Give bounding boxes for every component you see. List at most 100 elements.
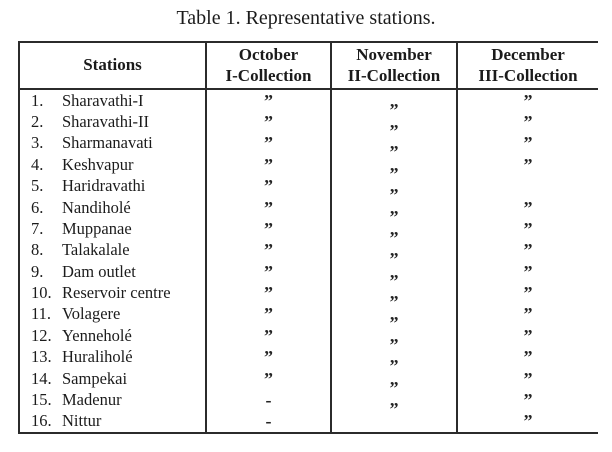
november-value-cell: ” xyxy=(332,111,458,140)
november-ditto-mark: ” xyxy=(389,227,399,248)
november-value-cell: ” xyxy=(332,367,458,397)
station-name: Nandiholé xyxy=(62,197,131,217)
station-cell: 7. Muppanae xyxy=(20,218,207,240)
october-ditto-mark: ” xyxy=(264,347,273,368)
october-value-cell: ” xyxy=(207,303,332,326)
station-number: 9. xyxy=(31,261,44,281)
december-value-cell xyxy=(458,176,598,197)
november-value-cell: ” xyxy=(332,154,458,183)
station-name: Nittur xyxy=(62,411,102,431)
station-number: 5. xyxy=(31,176,44,196)
station-name: Reservoir centre xyxy=(62,283,171,303)
november-value-cell: ” xyxy=(332,261,458,290)
october-value-cell: ” xyxy=(207,90,332,112)
table-row: 16. Nittur - ” xyxy=(20,410,598,432)
december-value-cell: ” xyxy=(458,411,598,432)
december-ditto-mark: ” xyxy=(523,112,533,133)
december-ditto-mark: ” xyxy=(523,90,533,111)
station-cell: 12. Yenneholé xyxy=(20,325,207,347)
december-ditto-mark: ” xyxy=(523,389,533,410)
december-ditto-mark: ” xyxy=(523,325,533,346)
november-ditto-mark: ” xyxy=(389,163,399,184)
november-value-cell: ” xyxy=(332,346,458,375)
october-value-cell: ” xyxy=(207,154,332,176)
station-name: Madenur xyxy=(62,389,122,409)
table-body: 1. Sharavathi-I””” 2. Sharavathi-II””” 3. Sha… xyxy=(20,90,598,432)
table-row: 1. Sharavathi-I ” ” ” xyxy=(20,90,598,119)
column-header-collection: III-Collection xyxy=(478,65,578,85)
station-cell: 1. Sharavathi-I xyxy=(20,90,207,112)
october-ditto-mark: ” xyxy=(264,133,273,154)
december-value-cell: ” xyxy=(458,240,598,261)
november-ditto-mark: ” xyxy=(389,99,399,120)
station-number: 4. xyxy=(31,154,44,174)
october-ditto-mark: ” xyxy=(264,90,273,111)
december-ditto-mark: ” xyxy=(523,154,533,175)
december-value-cell: ” xyxy=(458,261,598,282)
december-value-cell: ” xyxy=(458,389,598,410)
column-header-december: December III-Collection xyxy=(458,43,598,88)
december-value-cell: ” xyxy=(458,347,598,368)
station-number: 11. xyxy=(31,304,52,324)
station-cell: 16. Nittur xyxy=(20,410,207,432)
table-row: 5. Haridravathi ” ” xyxy=(20,175,598,204)
table-row: 15. Madenur - ” ” xyxy=(20,389,598,418)
november-value-cell: ” xyxy=(332,196,458,226)
november-value-cell: ” xyxy=(332,132,458,161)
station-name: Volagere xyxy=(62,304,121,324)
column-header-november: November II-Collection xyxy=(332,43,458,88)
october-value-cell: ” xyxy=(207,282,332,304)
october-ditto-mark: ” xyxy=(264,112,273,133)
november-ditto-mark: ” xyxy=(389,334,399,355)
october-value-cell: ” xyxy=(207,175,332,197)
column-header-month: December xyxy=(491,44,565,64)
december-ditto-mark: ” xyxy=(523,197,533,218)
october-ditto-mark: ” xyxy=(264,304,273,325)
november-value-cell: ” xyxy=(332,282,458,311)
station-cell: 9. Dam outlet xyxy=(20,261,207,283)
stations-table: Stations October I-Collection November I… xyxy=(18,41,598,434)
station-number: 3. xyxy=(31,133,44,153)
november-value-cell: ” xyxy=(332,389,458,418)
station-cell: 15. Madenur xyxy=(20,389,207,411)
station-name: Yenneholé xyxy=(62,325,132,345)
december-ditto-mark: ” xyxy=(523,411,533,432)
table-row: 6. Nandiholé ” ” ” xyxy=(20,196,598,226)
table-row: 4. Keshvapur ” ” ” xyxy=(20,154,598,183)
table-row: 14. Sampekai ” ” ” xyxy=(20,367,598,397)
station-number: 8. xyxy=(31,240,44,260)
station-number: 13. xyxy=(31,347,52,367)
december-value-cell: ” xyxy=(458,282,598,303)
december-ditto-mark: ” xyxy=(523,347,533,368)
column-header-october: October I-Collection xyxy=(207,43,332,88)
december-ditto-mark: ” xyxy=(523,261,533,282)
station-cell: 10. Reservoir centre xyxy=(20,282,207,304)
december-ditto-mark: ” xyxy=(523,133,533,154)
december-value-cell: ” xyxy=(458,133,598,154)
table-header-row: Stations October I-Collection November I… xyxy=(20,43,598,90)
november-value-cell: ” xyxy=(332,90,458,119)
column-header-month: November xyxy=(356,44,432,64)
station-cell: 8. Talakalale xyxy=(20,239,207,261)
station-cell: 6. Nandiholé xyxy=(20,196,207,219)
october-value-cell: ” xyxy=(207,239,332,261)
december-ditto-mark: ” xyxy=(523,240,533,261)
table-row: 13. Huraliholé ” ” ” xyxy=(20,346,598,375)
october-value-cell: - xyxy=(207,389,332,411)
station-number: 14. xyxy=(31,368,52,388)
december-value-cell: ” xyxy=(458,218,598,239)
october-value-cell: ” xyxy=(207,346,332,368)
december-ditto-mark: ” xyxy=(523,368,533,389)
station-name: Sharavathi-II xyxy=(62,112,150,132)
station-name: Sampekai xyxy=(62,368,128,388)
november-value-cell: ” xyxy=(332,218,458,247)
table-row: 2. Sharavathi-II ” ” ” xyxy=(20,111,598,140)
station-number: 2. xyxy=(31,112,44,132)
station-number: 16. xyxy=(31,411,52,431)
october-value-cell: ” xyxy=(207,261,332,283)
november-ditto-mark: ” xyxy=(389,121,399,142)
november-value-cell: ” xyxy=(332,325,458,354)
november-ditto-mark: ” xyxy=(389,142,399,163)
december-value-cell: ” xyxy=(458,304,598,325)
november-ditto-mark: ” xyxy=(389,249,399,270)
